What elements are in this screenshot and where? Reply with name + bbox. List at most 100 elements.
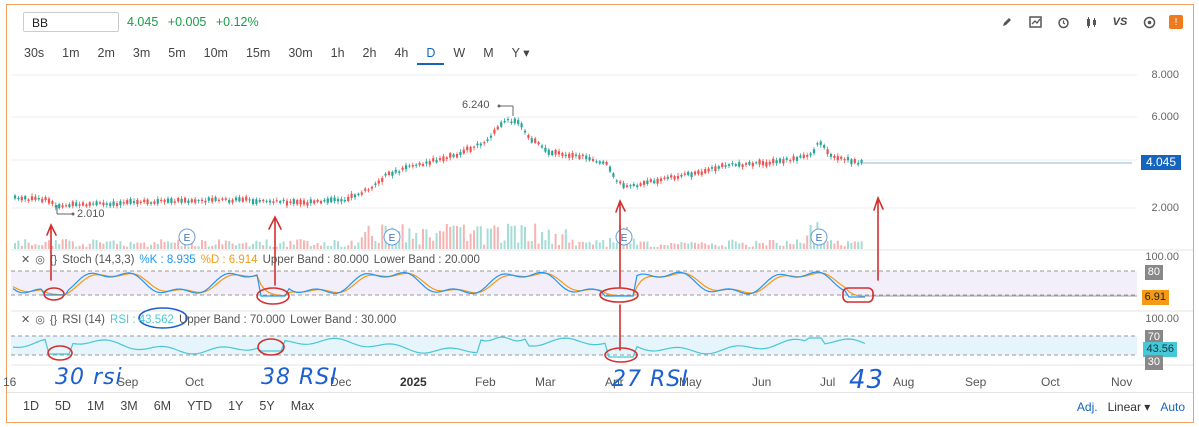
interval-8[interactable]: 1h — [330, 46, 345, 60]
candle — [789, 160, 792, 162]
volume-bar — [99, 242, 101, 249]
volume-bar — [255, 240, 258, 249]
scale-mode-select[interactable]: Linear ▾ — [1107, 400, 1151, 414]
candle — [496, 126, 499, 130]
stoch-name: Stoch (14,3,3) — [62, 253, 135, 266]
volume-bar — [343, 246, 346, 249]
volume-bar — [92, 239, 95, 249]
volume-bar — [483, 244, 486, 249]
candle — [513, 118, 516, 124]
volume-bar — [204, 240, 207, 249]
candle — [486, 139, 489, 142]
candle — [78, 204, 81, 206]
volume-bar — [221, 244, 224, 249]
interval-2[interactable]: 2m — [97, 46, 115, 60]
interval-3[interactable]: 3m — [132, 46, 151, 60]
close-icon[interactable]: ✕ — [21, 314, 31, 326]
volume-bar — [860, 241, 863, 249]
interval-6[interactable]: 15m — [245, 46, 271, 60]
candle — [768, 161, 771, 165]
candle — [850, 159, 853, 165]
vs-icon[interactable]: VS — [1112, 16, 1128, 28]
candle — [785, 158, 788, 160]
volume-bar — [581, 241, 584, 249]
volume-bar — [54, 240, 57, 249]
volume-bar — [697, 243, 700, 249]
volume-bar — [799, 242, 802, 249]
earnings-marker[interactable] — [383, 228, 401, 246]
code-icon[interactable]: {} — [49, 313, 58, 326]
candle — [442, 156, 445, 162]
interval-11[interactable]: D — [417, 43, 445, 65]
volume-bar — [751, 246, 754, 249]
auto-scale-toggle[interactable]: Auto — [1160, 400, 1185, 414]
interval-4[interactable]: 5m — [168, 46, 186, 60]
volume-bar — [612, 242, 615, 249]
candle — [619, 181, 622, 184]
candle — [64, 205, 68, 207]
candle — [404, 165, 408, 170]
symbol-input[interactable]: BB — [23, 12, 119, 32]
code-icon[interactable]: {} — [49, 253, 58, 266]
interval-9[interactable]: 2h — [362, 46, 377, 60]
candle — [139, 201, 142, 203]
candle — [333, 197, 336, 202]
earnings-marker[interactable] — [810, 228, 828, 246]
volume-bar — [823, 241, 826, 249]
volume-bar — [734, 241, 737, 249]
candle — [595, 161, 598, 163]
volume-bar — [520, 225, 523, 249]
range-3[interactable]: 3M — [120, 399, 138, 413]
candle — [30, 196, 34, 200]
interval-1[interactable]: 1m — [62, 46, 80, 60]
candle — [646, 180, 649, 185]
candle — [520, 123, 523, 128]
visibility-icon[interactable]: ◎ — [35, 254, 45, 266]
range-7[interactable]: 5Y — [259, 399, 275, 413]
volume-bar — [51, 245, 54, 249]
candle — [428, 161, 431, 165]
range-2[interactable]: 1M — [86, 399, 105, 413]
interval-13[interactable]: M — [483, 46, 494, 60]
interval-12[interactable]: W — [453, 46, 466, 60]
candle — [823, 145, 826, 148]
time-axis-label: Oct — [185, 375, 204, 389]
interval-5[interactable]: 10m — [203, 46, 228, 60]
range-4[interactable]: 6M — [153, 399, 172, 413]
interval-7[interactable]: 30m — [288, 46, 313, 60]
pencil-icon[interactable] — [999, 14, 1015, 30]
volume-bar — [830, 240, 832, 249]
rsi-lower-label: Lower Band : 30.000 — [290, 313, 397, 326]
candle — [41, 198, 44, 203]
range-0[interactable]: 1D — [23, 399, 39, 413]
earnings-marker[interactable] — [178, 228, 196, 246]
volume-bar — [129, 241, 132, 249]
candles-icon[interactable] — [1083, 14, 1099, 30]
volume-bar — [119, 241, 122, 249]
volume-bar — [785, 240, 788, 249]
range-6[interactable]: 1Y — [228, 399, 244, 413]
volume-bar — [507, 223, 509, 249]
close-icon[interactable]: ✕ — [21, 254, 31, 266]
volume-bar — [27, 242, 30, 249]
alert-icon[interactable]: ! — [1169, 15, 1183, 29]
chart-icon[interactable] — [1027, 14, 1043, 30]
interval-0[interactable]: 30s — [24, 46, 45, 60]
candle — [238, 197, 241, 202]
adj-toggle[interactable]: Adj. — [1076, 400, 1098, 414]
range-8[interactable]: Max — [290, 399, 315, 413]
range-5[interactable]: YTD — [187, 399, 213, 413]
volume-bar — [561, 234, 564, 249]
volume-bar — [595, 240, 598, 249]
interval-10[interactable]: 4h — [394, 46, 409, 60]
candle — [122, 202, 125, 204]
compare-icon[interactable] — [1141, 14, 1157, 30]
candle — [537, 142, 540, 145]
volume-bar — [95, 239, 98, 249]
range-1[interactable]: 5D — [54, 399, 71, 413]
interval-14[interactable]: Y ▾ — [511, 46, 530, 60]
alarm-icon[interactable] — [1055, 14, 1071, 30]
candle — [132, 201, 136, 203]
visibility-icon[interactable]: ◎ — [35, 314, 45, 326]
